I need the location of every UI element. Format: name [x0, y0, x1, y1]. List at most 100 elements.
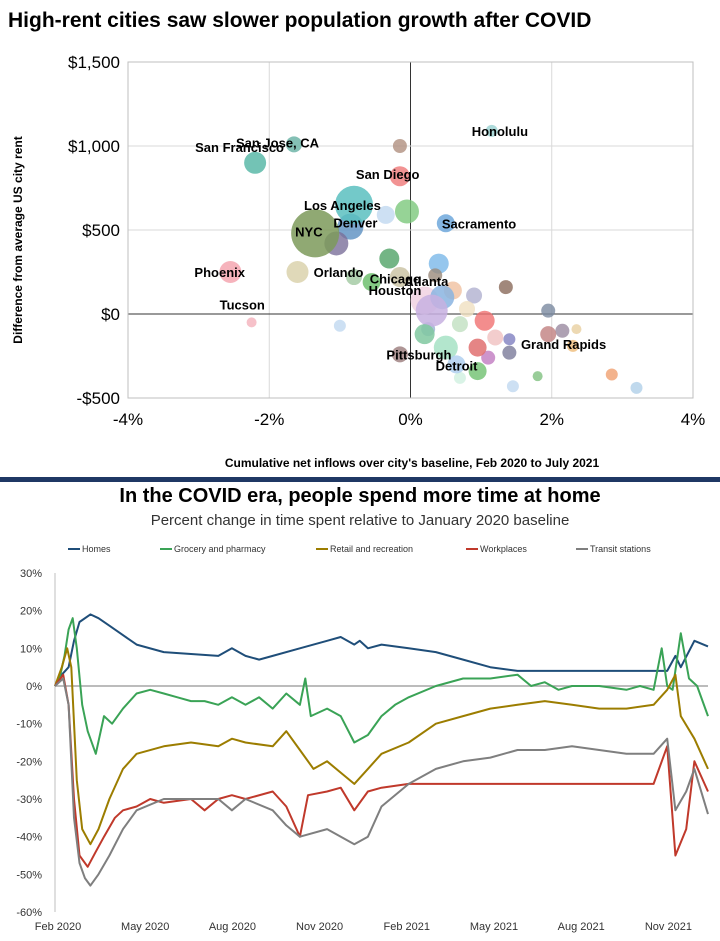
line-x-tick: May 2020 — [121, 921, 169, 933]
scatter-point — [481, 350, 496, 365]
scatter-point-label: Honolulu — [472, 124, 528, 139]
scatter-point-label: San Diego — [356, 167, 420, 182]
scatter-point — [468, 362, 487, 381]
line-chart-series — [54, 613, 709, 887]
scatter-point — [346, 269, 362, 286]
scatter-y-tick: $1,500 — [68, 53, 120, 72]
scatter-point — [459, 300, 475, 317]
scatter-point-label: Houston — [369, 283, 422, 298]
scatter-point — [474, 310, 495, 331]
scatter-point-pittsburgh — [447, 355, 466, 374]
legend-label: Homes — [82, 544, 111, 554]
scatter-point — [605, 368, 618, 381]
scatter-point — [571, 324, 582, 335]
line-y-tick: -60% — [16, 907, 42, 919]
scatter-x-tick: 4% — [681, 410, 706, 429]
line-y-tick: -40% — [16, 832, 42, 844]
line-x-tick: May 2021 — [470, 921, 518, 933]
scatter-point-phoenix — [219, 261, 242, 283]
scatter-y-axis-label: Difference from average US city rent — [11, 136, 25, 343]
scatter-point-label: Grand Rapids — [521, 337, 606, 352]
scatter-x-tick: 2% — [539, 410, 564, 429]
scatter-points — [219, 124, 643, 394]
scatter-point — [453, 371, 466, 384]
scatter-title: High-rent cities saw slower population g… — [8, 9, 591, 32]
scatter-point-label: Phoenix — [194, 265, 245, 280]
line-y-tick: 20% — [20, 606, 42, 618]
scatter-y-tick: $0 — [101, 305, 120, 324]
line-chart-panel: In the COVID era, people spend more time… — [0, 482, 720, 936]
scatter-point-los-angeles — [335, 185, 373, 224]
panel-divider — [0, 477, 720, 482]
line-series-grocery-and-pharmacy — [54, 617, 709, 755]
scatter-point — [630, 381, 643, 394]
scatter-grid — [127, 61, 694, 399]
line-x-tick: Aug 2021 — [558, 921, 605, 933]
line-chart-legend: Homes Grocery and pharmacy Retail and recr… — [68, 544, 651, 554]
scatter-point-label: Orlando — [314, 265, 364, 280]
scatter-point — [286, 261, 309, 283]
scatter-chart: High-rent cities saw slower population g… — [8, 9, 705, 470]
line-series-workplaces — [54, 673, 709, 868]
scatter-x-tick: 0% — [398, 410, 423, 429]
line-series-retail-and-recreation — [54, 647, 709, 846]
scatter-point — [394, 199, 419, 224]
scatter-point — [540, 326, 557, 343]
scatter-point-label: NYC — [295, 224, 323, 239]
line-chart: In the COVID era, people spend more time… — [16, 485, 709, 933]
scatter-point — [333, 319, 346, 332]
scatter-x-tick: -2% — [254, 410, 284, 429]
scatter-x-tick: -4% — [113, 410, 143, 429]
scatter-point — [466, 287, 483, 304]
scatter-x-axis-label: Cumulative net inflows over city's basel… — [225, 456, 600, 470]
scatter-point — [428, 268, 443, 283]
line-y-tick: -10% — [16, 719, 42, 731]
scatter-y-tick: $500 — [82, 221, 120, 240]
scatter-tick-labels: -4% -2% 0% 2% 4% $1,500 $1,000 $500 $0 -$500 — [68, 53, 705, 429]
line-chart-axes: 30% 20% 10% 0% -10% -20% -30% -40% -50% -60% Feb 2… — [16, 568, 708, 933]
scatter-point-label: San Jose, CA — [236, 135, 320, 150]
scatter-point-denver — [379, 248, 400, 269]
line-y-tick: 10% — [20, 643, 42, 655]
legend-label: Retail and recreation — [330, 544, 413, 554]
scatter-point-grand-rapids — [566, 339, 579, 352]
scatter-point — [389, 267, 410, 288]
line-x-tick: Nov 2020 — [296, 921, 343, 933]
scatter-point-label: Los Angeles — [304, 198, 381, 213]
line-x-tick: Feb 2020 — [35, 921, 81, 933]
scatter-point — [506, 380, 519, 393]
scatter-point — [502, 345, 517, 360]
line-y-tick: -20% — [16, 756, 42, 768]
scatter-y-tick: $1,000 — [68, 137, 120, 156]
legend-label: Transit stations — [590, 544, 651, 554]
scatter-y-tick: -$500 — [77, 389, 120, 408]
scatter-point-label: Tucson — [220, 297, 265, 312]
scatter-point-honolulu — [485, 124, 498, 137]
scatter-point — [498, 280, 513, 295]
scatter-point-chicago — [415, 294, 448, 327]
line-y-tick: 30% — [20, 568, 42, 580]
scatter-point-san-diego — [389, 166, 410, 187]
line-y-tick: 0% — [26, 681, 42, 693]
scatter-chart-panel: High-rent cities saw slower population g… — [8, 9, 705, 470]
scatter-point — [487, 329, 504, 346]
scatter-point-label: Pittsburgh — [386, 347, 451, 362]
scatter-point — [392, 139, 407, 153]
line-y-tick: -30% — [16, 794, 42, 806]
scatter-point-nyc — [291, 209, 340, 258]
line-chart-subtitle: Percent change in time spent relative to… — [151, 512, 570, 529]
legend-label: Workplaces — [480, 544, 527, 554]
line-series-homes — [54, 613, 709, 687]
line-x-tick: Nov 2021 — [645, 921, 692, 933]
scatter-point-label: Sacramento — [442, 216, 516, 231]
legend-label: Grocery and pharmacy — [174, 544, 266, 554]
scatter-point-label: Atlanta — [404, 274, 449, 289]
line-chart-title: In the COVID era, people spend more time… — [119, 485, 600, 507]
scatter-point — [433, 335, 458, 360]
scatter-point-label: San Francisco — [195, 140, 284, 155]
line-x-tick: Feb 2021 — [384, 921, 430, 933]
scatter-point — [532, 371, 543, 382]
scatter-point — [376, 205, 395, 224]
scatter-point — [391, 346, 408, 363]
scatter-point-label: Denver — [333, 216, 377, 231]
